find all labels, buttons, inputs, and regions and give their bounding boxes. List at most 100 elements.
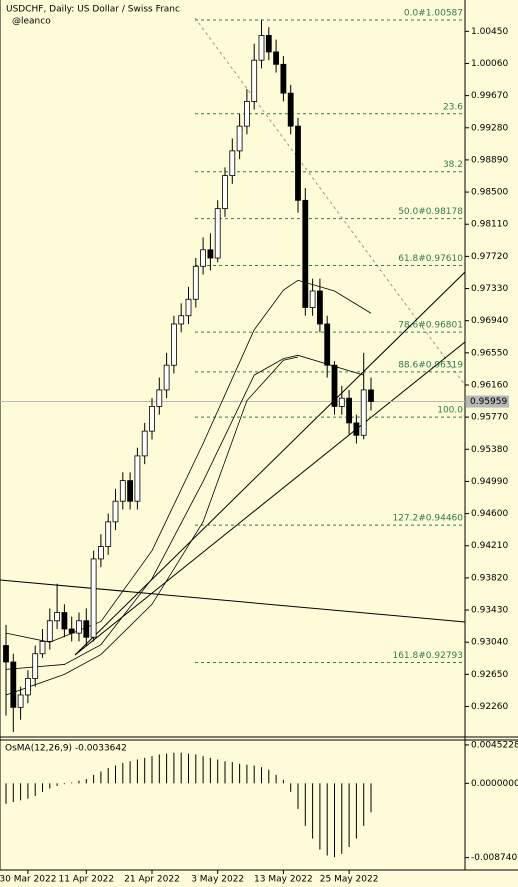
y-tick-label: 0.93430 xyxy=(471,606,508,616)
x-tick-label: 25 May 2022 xyxy=(320,875,379,885)
y-tick-label: 0.96160 xyxy=(471,380,508,390)
moving-average xyxy=(5,354,364,670)
candle-body xyxy=(54,612,60,622)
x-tick-label: 11 Apr 2022 xyxy=(58,875,114,885)
moving-average xyxy=(5,356,299,696)
candle-body xyxy=(200,249,207,267)
y-tick-label: 0.98110 xyxy=(471,220,508,230)
candle-body xyxy=(251,59,258,102)
y-tick-label: 0.97720 xyxy=(471,252,508,262)
candle-body xyxy=(3,645,9,663)
candle-body xyxy=(368,389,374,402)
candle-body xyxy=(185,298,192,317)
trend-line xyxy=(74,341,466,656)
fib-label: 0.0#1.00587 xyxy=(404,9,463,19)
candle-body xyxy=(46,620,53,642)
candle-body xyxy=(192,265,199,300)
candle-body xyxy=(170,323,177,366)
candle-body xyxy=(353,422,360,436)
chart-subtitle: @leanco xyxy=(12,17,51,27)
fib-label: 50.0#0.98178 xyxy=(398,207,463,217)
candle-body xyxy=(156,389,163,407)
candle-body xyxy=(76,620,82,634)
trend-line xyxy=(0,579,466,623)
candle-body xyxy=(287,92,294,127)
trend-line xyxy=(74,271,466,656)
candle-body xyxy=(324,323,331,366)
fib-trend-line xyxy=(194,17,466,386)
y-tick-label: 0.96940 xyxy=(471,316,508,326)
candle-body xyxy=(214,208,221,259)
candle-body xyxy=(134,455,141,502)
candle-body xyxy=(243,100,250,127)
candle-body xyxy=(141,430,148,457)
y-tick-label: 0.94990 xyxy=(471,477,508,487)
candle-body xyxy=(39,640,46,655)
y-tick-label: 0.98890 xyxy=(471,155,508,165)
y-tick-label: -0.0087405 xyxy=(471,853,518,863)
fib-label: 161.8#0.92793 xyxy=(392,651,463,661)
candle-body xyxy=(149,406,155,432)
last-price-box xyxy=(466,395,509,408)
candle-body xyxy=(280,63,287,94)
candle-body xyxy=(338,397,345,407)
fib-label: 127.2#0.94460 xyxy=(392,514,463,524)
candle-body xyxy=(24,678,31,696)
last-price-label: 0.95959 xyxy=(470,397,507,407)
y-tick-label: 0.94600 xyxy=(471,509,508,519)
y-tick-label: 0.95380 xyxy=(471,445,508,455)
candle-body xyxy=(32,653,39,679)
y-tick-label: 0.99280 xyxy=(471,123,508,133)
candle-body xyxy=(222,175,228,209)
candle-body xyxy=(229,150,236,176)
fib-label: 38.2 xyxy=(443,160,463,170)
y-tick-label: 0.97330 xyxy=(471,284,508,294)
indicator-title: OsMA(12,26,9) -0.0033642 xyxy=(5,744,127,754)
y-tick-label: 0.96550 xyxy=(471,348,508,358)
candle-body xyxy=(17,694,24,708)
plot: 1.00450 1.00060 0.99670 0.99280 0.98890 0.985… xyxy=(0,9,518,885)
candle-body xyxy=(207,249,214,259)
candle-body xyxy=(127,480,133,502)
candle-body xyxy=(112,500,119,523)
y-tick-label: 0.95770 xyxy=(471,413,508,423)
candle-body xyxy=(68,628,75,634)
candle-body xyxy=(105,521,112,547)
y-tick-label: 0.98500 xyxy=(471,188,508,198)
candle-body xyxy=(178,315,185,325)
y-tick-label: 1.00060 xyxy=(471,59,508,69)
candle-body xyxy=(331,364,338,407)
candle-body xyxy=(316,290,323,325)
candle-body xyxy=(61,612,68,630)
candle-body xyxy=(360,389,367,436)
candle-body xyxy=(83,620,90,638)
candle-body xyxy=(119,480,126,502)
y-tick-label: 0.0000000 xyxy=(471,779,518,789)
y-tick-label: 0.0045228 xyxy=(471,740,518,750)
candle-body xyxy=(236,125,243,152)
candle-body xyxy=(10,661,17,708)
y-tick-label: 0.99670 xyxy=(471,91,508,101)
candle-body xyxy=(163,364,170,391)
y-tick-label: 0.94210 xyxy=(471,541,508,551)
fib-label: 23.6 xyxy=(443,102,463,112)
y-tick-label: 0.93040 xyxy=(471,638,508,648)
x-tick-label: 21 Apr 2022 xyxy=(124,875,180,885)
fib-label: 78.6#0.96801 xyxy=(398,321,463,331)
candle-body xyxy=(258,35,265,61)
candle-body xyxy=(273,51,280,65)
candle-body xyxy=(346,397,353,424)
y-tick-label: 0.92260 xyxy=(471,702,508,712)
fib-label: 88.6#0.96319 xyxy=(398,360,463,370)
x-tick-label: 13 May 2022 xyxy=(254,875,313,885)
candle-body xyxy=(98,546,104,560)
fib-label: 100.0 xyxy=(437,406,463,416)
y-tick-label: 0.92650 xyxy=(471,670,508,680)
chart-title: USDCHF, Daily: US Dollar / Swiss Franc xyxy=(6,5,180,15)
y-tick-label: 0.93820 xyxy=(471,573,508,583)
candle-body xyxy=(302,199,309,308)
candle-body xyxy=(309,290,316,308)
x-tick-label: 3 May 2022 xyxy=(191,875,244,885)
